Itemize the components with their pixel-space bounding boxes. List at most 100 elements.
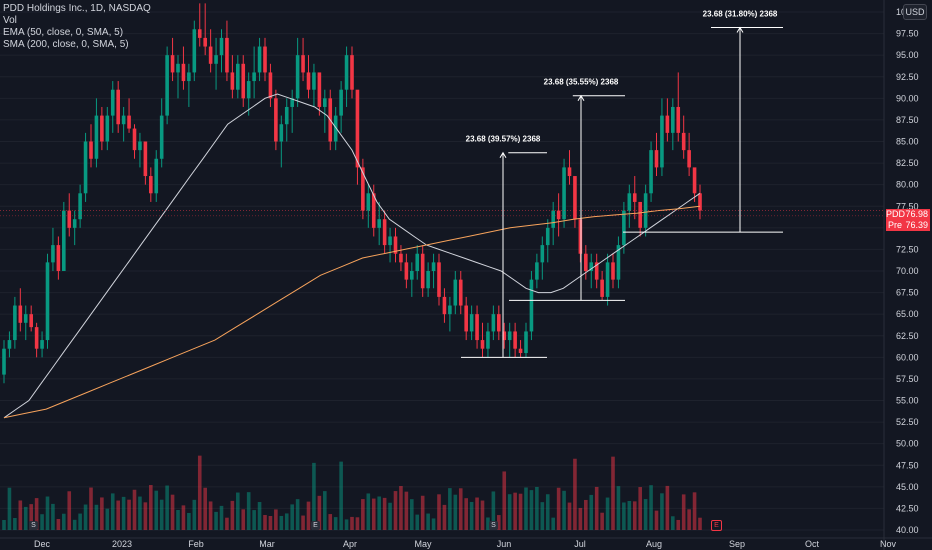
volume-bar: [344, 519, 349, 530]
volume-bar: [377, 496, 381, 530]
x-tick-label: Sep: [729, 539, 745, 549]
candle-body: [312, 72, 316, 90]
candle-body: [687, 150, 691, 168]
volume-bar: [426, 513, 430, 530]
volume-bar: [404, 491, 409, 530]
candle-body: [252, 72, 256, 82]
candle-body: [605, 262, 610, 297]
candle-body: [665, 115, 670, 133]
volume-bar: [366, 493, 371, 530]
dividend-event-icon[interactable]: S: [29, 521, 38, 530]
volume-bar: [34, 498, 39, 530]
volume-bar: [458, 488, 463, 530]
volume-bar: [89, 487, 93, 530]
volume-bar: [605, 497, 610, 530]
volume-bar: [208, 501, 213, 530]
volume-bar: [230, 500, 235, 530]
volume-bar: [611, 456, 615, 530]
candle-body: [208, 46, 213, 64]
candle-body: [203, 37, 207, 47]
volume-bar: [268, 515, 273, 530]
candle-body: [448, 305, 452, 315]
candle-body: [94, 115, 99, 159]
candle-body: [214, 55, 218, 64]
volume-bar: [393, 491, 398, 530]
earnings-event-icon[interactable]: E: [311, 521, 320, 530]
x-tick-label: Mar: [259, 539, 275, 549]
volume-bar: [361, 499, 365, 530]
y-tick-label: 80.00: [896, 180, 919, 190]
currency-button[interactable]: USD: [903, 4, 927, 20]
volume-bar: [192, 499, 197, 530]
candle-body: [225, 37, 229, 73]
volume-bar: [355, 517, 360, 530]
candle-body: [388, 236, 392, 246]
y-tick-label: 77.50: [896, 201, 919, 211]
candle-body: [562, 167, 566, 220]
candle-body: [72, 219, 77, 228]
candle-body: [431, 262, 436, 271]
premarket-price-tag: Pre 76.39: [886, 220, 930, 231]
last-price-label: PDD: [886, 209, 906, 219]
volume-bar: [638, 487, 642, 530]
volume-bar: [535, 486, 539, 530]
candle-body: [187, 72, 191, 82]
candle-body: [654, 150, 659, 168]
sma200-line: [3, 205, 701, 419]
volume-bar: [274, 509, 278, 530]
candle-body: [567, 167, 572, 177]
candle-body: [551, 210, 555, 228]
candle-body: [545, 227, 550, 246]
candle-body: [306, 72, 311, 90]
measure-arrow-head: [736, 26, 744, 33]
candle-body: [29, 314, 33, 328]
volume-bar: [431, 518, 436, 530]
volume-bar: [83, 504, 88, 530]
volume-bar: [149, 485, 153, 530]
volume-bar: [475, 497, 479, 530]
upcoming-earnings-icon[interactable]: E: [711, 520, 722, 531]
volume-bar: [301, 515, 305, 530]
candle-body: [45, 262, 50, 341]
candle-body: [301, 55, 305, 73]
candle-body: [149, 176, 153, 194]
volume-bar: [594, 486, 599, 530]
candle-body: [584, 253, 588, 271]
volume-bar: [62, 513, 66, 530]
volume-bar: [507, 494, 512, 530]
candle-body: [100, 115, 104, 142]
volume-bar: [502, 471, 507, 530]
candle-body: [355, 89, 360, 168]
candle-body: [181, 63, 186, 82]
volume-bar: [692, 492, 697, 530]
volume-bar: [279, 515, 284, 530]
candle-body: [110, 89, 115, 116]
candle-body: [18, 305, 23, 323]
volume-bar: [72, 519, 77, 530]
volume-bar: [116, 500, 120, 530]
candle-body: [578, 219, 583, 254]
candle-body: [23, 314, 28, 323]
y-tick-label: 50.00: [896, 439, 919, 449]
candle-body: [692, 167, 697, 194]
candle-body: [627, 193, 632, 211]
candle-body: [377, 219, 381, 228]
candle-body: [594, 262, 599, 280]
candle-body: [518, 348, 523, 354]
volume-bar: [312, 462, 316, 530]
volume-bar: [382, 497, 387, 530]
candle-body: [442, 296, 447, 315]
candle-body: [404, 262, 409, 280]
volume-bar: [45, 496, 50, 530]
candle-body: [154, 158, 159, 194]
volume-bar: [420, 495, 425, 530]
volume-bar: [497, 515, 501, 530]
premarket-price-label: Pre: [887, 220, 902, 230]
split-event-icon[interactable]: S: [489, 521, 498, 530]
volume-bar: [295, 499, 300, 530]
y-tick-label: 42.50: [896, 503, 919, 513]
volume-bar: [529, 490, 534, 530]
candle-body: [611, 262, 615, 280]
candle-body: [453, 279, 458, 306]
